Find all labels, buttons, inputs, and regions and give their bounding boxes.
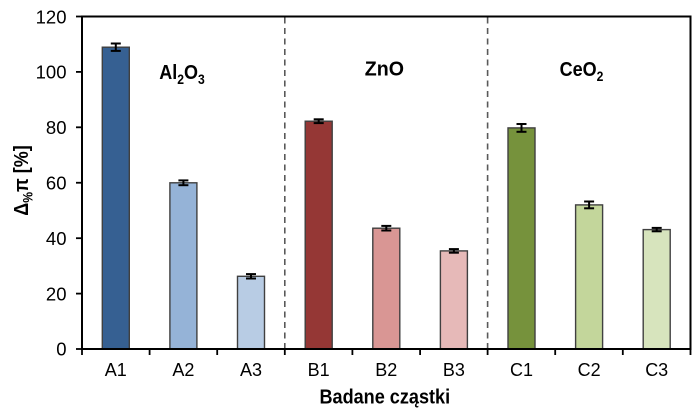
svg-text:Badane cząstki: Badane cząstki — [319, 387, 450, 409]
svg-text:Δ%π [%]: Δ%π [%] — [11, 145, 35, 215]
svg-text:ZnO: ZnO — [365, 58, 404, 80]
svg-text:Al2O3: Al2O3 — [159, 62, 205, 87]
svg-text:CeO2: CeO2 — [560, 59, 604, 84]
svg-text:C3: C3 — [645, 360, 668, 380]
svg-text:80: 80 — [46, 117, 67, 138]
svg-text:100: 100 — [36, 62, 67, 83]
svg-text:120: 120 — [36, 6, 67, 27]
svg-text:A2: A2 — [172, 360, 194, 380]
svg-text:A3: A3 — [240, 360, 262, 380]
svg-text:20: 20 — [46, 283, 67, 304]
svg-text:60: 60 — [46, 173, 67, 194]
svg-text:C2: C2 — [578, 360, 601, 380]
svg-text:0: 0 — [56, 339, 66, 360]
svg-text:B2: B2 — [375, 360, 397, 380]
svg-text:A1: A1 — [105, 360, 127, 380]
svg-text:C1: C1 — [510, 360, 533, 380]
svg-text:B3: B3 — [443, 360, 465, 380]
svg-text:40: 40 — [46, 228, 67, 249]
svg-text:B1: B1 — [308, 360, 330, 380]
